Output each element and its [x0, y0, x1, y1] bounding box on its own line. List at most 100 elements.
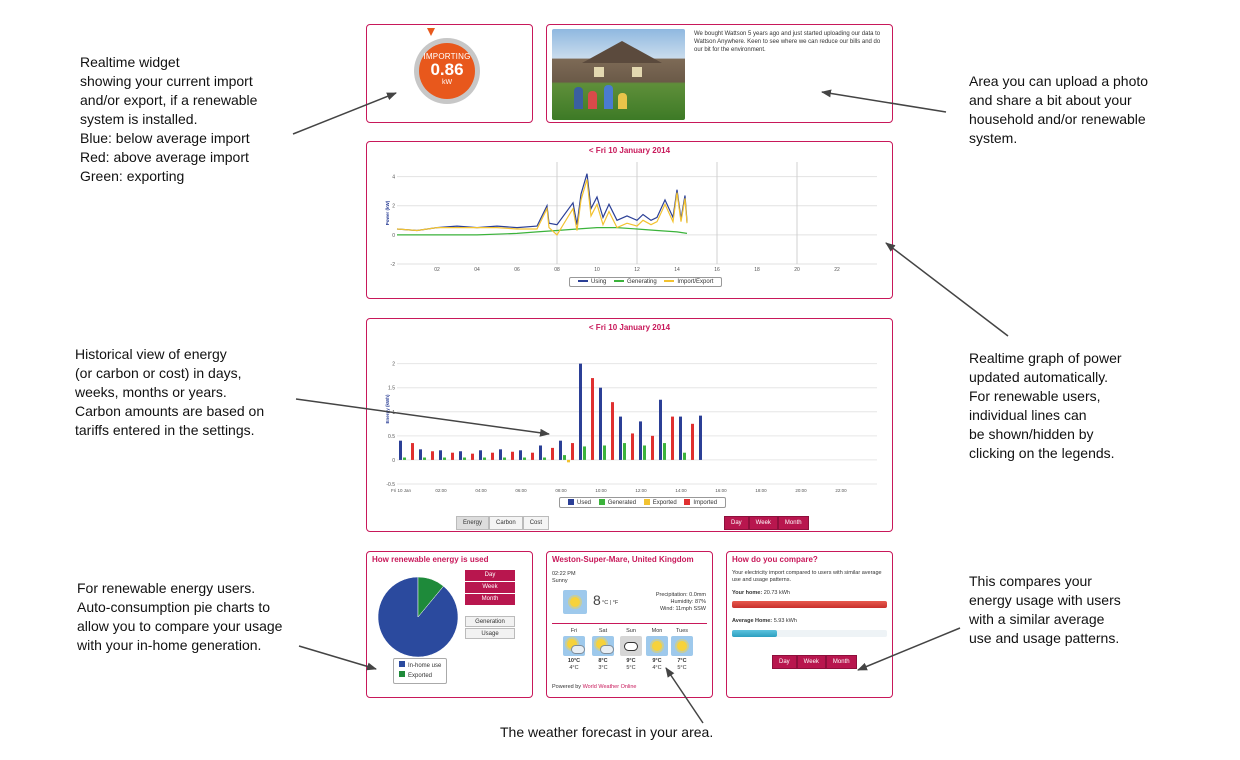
bar-used — [539, 445, 542, 460]
weather-credit: Powered by World Weather Online — [552, 684, 637, 690]
realtime-chart-title[interactable]: < Fri 10 January 2014 — [588, 146, 671, 155]
family-member — [588, 91, 597, 109]
bar-generated — [583, 446, 586, 460]
weather-location: Weston-Super-Mare, United Kingdom — [552, 555, 694, 564]
pie-month-button[interactable]: Month — [465, 594, 515, 606]
sun-cloud-icon — [592, 636, 614, 656]
pie-legend-in-home[interactable]: In-home use — [399, 661, 441, 671]
x-tick-label: 12:00 — [635, 488, 647, 493]
bar-generated — [523, 457, 526, 460]
x-tick-label: 16:00 — [715, 488, 727, 493]
bar-generated — [663, 443, 666, 460]
forecast-day: Fri 10°C 4°C — [563, 628, 585, 672]
bar-imported — [431, 451, 434, 460]
bar-used — [479, 450, 482, 460]
legend-used[interactable]: Used — [568, 499, 591, 506]
generation-button[interactable]: Generation — [465, 616, 515, 627]
carbon-button[interactable]: Carbon — [489, 516, 523, 530]
compare-day-button[interactable]: Day — [772, 655, 797, 669]
realtime-status: IMPORTING — [423, 52, 471, 61]
arrow-to-realtime-graph — [885, 242, 1009, 337]
energy-button[interactable]: Energy — [456, 516, 490, 530]
bar-used — [399, 440, 402, 460]
y-tick-label: 0 — [392, 458, 395, 464]
your-home-bar-track — [732, 601, 887, 608]
bar-used — [419, 449, 422, 460]
precipitation: Precipitation: 0.0mm — [655, 592, 706, 598]
compare-period-group: Day Week Month — [772, 655, 857, 669]
bar-used — [439, 450, 442, 460]
legend-generating[interactable]: Generating — [614, 279, 657, 285]
bar-imported — [611, 402, 614, 460]
historical-panel: < Fri 10 January 2014 2 1.5 1 0.5 0 -0.5 Fri 1… — [366, 318, 893, 532]
y-tick-label: 1.5 — [388, 386, 395, 392]
renewable-usage-panel: How renewable energy is used Day Week Mo… — [366, 551, 533, 698]
annotation-historical: Historical view of energy (or carbon or … — [75, 346, 265, 438]
x-tick-label: 20 — [794, 267, 800, 273]
day-button[interactable]: Day — [724, 516, 749, 530]
bar-imported — [691, 423, 694, 460]
bar-imported — [471, 453, 474, 460]
annotation-realtime-graph: Realtime graph of power updated automati… — [969, 350, 1122, 461]
sun-cloud-icon — [563, 636, 585, 656]
bar-exported — [567, 459, 570, 463]
weather-credit-link[interactable]: World Weather Online — [582, 684, 637, 690]
x-tick-label: 20:00 — [795, 488, 807, 493]
compare-month-button[interactable]: Month — [825, 655, 857, 669]
historical-legend: Used Generated Exported Imported — [559, 497, 727, 508]
series-line-import-export — [396, 179, 688, 236]
family-member — [604, 85, 613, 109]
bar-generated — [423, 457, 426, 460]
usage-button[interactable]: Usage — [465, 628, 515, 639]
annotation-weather: The weather forecast in your area. — [500, 724, 714, 740]
pie-day-button[interactable]: Day — [465, 570, 515, 582]
bar-generated — [443, 457, 446, 460]
bar-imported — [451, 452, 454, 460]
bar-generated — [503, 457, 506, 460]
your-home-label: Your home: 20.73 kWh — [732, 590, 790, 596]
pie-legend-exported[interactable]: Exported — [399, 671, 441, 681]
compare-week-button[interactable]: Week — [796, 655, 826, 669]
average-home-label: Average Home: 5.93 kWh — [732, 618, 797, 624]
legend-generated[interactable]: Generated — [598, 499, 636, 506]
y-tick-label: 4 — [392, 175, 395, 181]
house-window — [594, 67, 604, 77]
legend-using[interactable]: Using — [578, 279, 606, 285]
realtime-widget-panel: IMPORTING 0.86 kW — [366, 24, 533, 123]
x-tick-label: 12 — [634, 267, 640, 273]
bar-generated — [603, 445, 606, 460]
bar-imported — [591, 378, 594, 460]
bar-imported — [651, 435, 654, 460]
bar-generated — [463, 457, 466, 460]
average-home-bar-track — [732, 630, 887, 637]
current-temperature: 8 — [593, 592, 601, 608]
x-tick-label: 08:00 — [555, 488, 567, 493]
bar-generated — [643, 445, 646, 460]
your-home-bar — [732, 601, 887, 608]
bar-generated — [563, 455, 566, 460]
realtime-unit: kW — [441, 79, 453, 86]
y-tick-label: -2 — [391, 262, 396, 268]
month-button[interactable]: Month — [777, 516, 809, 530]
historical-chart-title[interactable]: < Fri 10 January 2014 — [588, 323, 671, 332]
pie-week-button[interactable]: Week — [465, 582, 515, 594]
x-tick-label: 18:00 — [755, 488, 767, 493]
y-axis-label: Power (kW) — [385, 200, 390, 225]
legend-exported[interactable]: Exported — [643, 499, 677, 506]
x-tick-label: 14 — [674, 267, 680, 273]
your-home-value: 20.73 kWh — [763, 590, 790, 596]
bar-imported — [571, 443, 574, 460]
weather-panel: Weston-Super-Mare, United Kingdom 02:22 … — [546, 551, 713, 698]
x-tick-label: 16 — [714, 267, 720, 273]
household-photo[interactable] — [552, 29, 685, 120]
household-description: We bought Wattson 5 years ago and just s… — [694, 31, 881, 53]
y-tick-label: -0.5 — [386, 482, 395, 488]
y-tick-label: 0 — [392, 233, 395, 239]
legend-imported[interactable]: Imported — [684, 499, 717, 506]
bar-used — [499, 449, 502, 460]
legend-import-export[interactable]: Import/Export — [664, 279, 713, 285]
x-tick-label: 06:00 — [515, 488, 527, 493]
family-member — [618, 93, 627, 109]
week-button[interactable]: Week — [748, 516, 778, 530]
cost-button[interactable]: Cost — [522, 516, 550, 530]
